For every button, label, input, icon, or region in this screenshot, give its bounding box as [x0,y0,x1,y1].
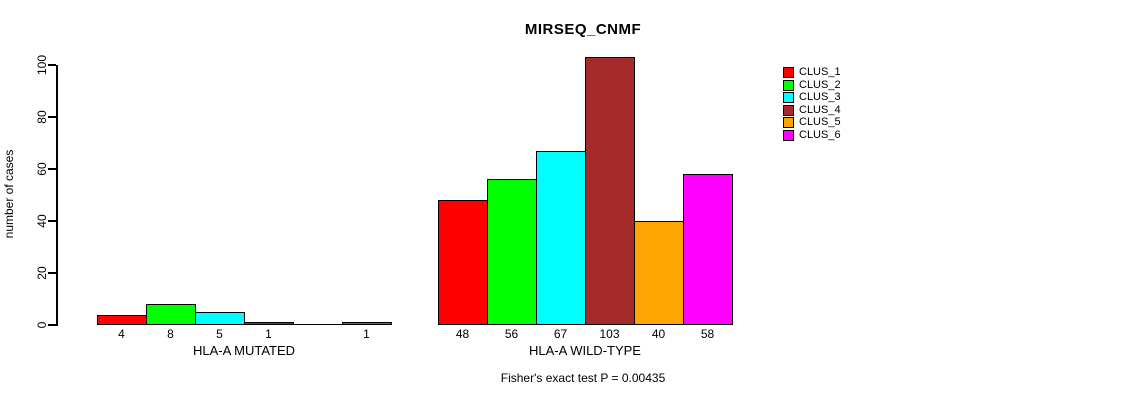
bar-count-label: 40 [651,327,666,341]
bar-clus_1-group1 [97,315,147,325]
bar-count-label: 8 [167,327,174,341]
y-axis-line [56,65,58,326]
legend-label: CLUS_2 [799,78,841,91]
bar-count-label: 1 [363,327,370,341]
y-tick-label: 0 [35,321,49,329]
bar-clus_3-group2 [536,151,586,325]
bar-clus_4-group2 [585,57,635,325]
y-tick-mark [48,116,56,118]
y-tick-mark [48,168,56,170]
fisher-test-note: Fisher's exact test P = 0.00435 [500,371,666,385]
bar-count-label: 5 [216,327,223,341]
bar-clus_6-group2 [683,174,733,325]
legend-item: CLUS_2 [783,78,841,91]
legend-item: CLUS_3 [783,92,841,103]
legend-label: CLUS_5 [799,116,841,128]
bar-count-label: 67 [553,327,568,341]
bar-clus_3-group1 [195,312,245,325]
legend-item: CLUS_6 [783,128,841,141]
legend-label: CLUS_6 [799,128,841,141]
chart-title: MIRSEQ_CNMF [524,21,642,38]
y-tick-mark [48,272,56,274]
bar-clus_4-group1 [244,322,294,325]
legend-swatch-clus_6 [783,129,794,141]
bar-clus_6-group1 [342,322,392,325]
legend-item: CLUS_5 [783,117,841,128]
legend: CLUS_1 CLUS_2 CLUS_3 CLUS_4 CLUS_5 CLUS_6 [783,67,841,141]
y-axis-title: number of cases [2,149,16,239]
y-tick-label: 40 [35,214,49,228]
y-tick-label: 60 [35,162,49,176]
y-tick-label: 80 [35,110,49,124]
x-group-label: HLA-A MUTATED [192,343,296,358]
y-tick-label: 20 [35,266,49,280]
legend-swatch-clus_1 [783,67,794,78]
bar-clus_5-group2 [634,221,684,325]
legend-swatch-clus_3 [783,92,794,103]
bar-clus_2-group2 [487,179,537,325]
bar-clus_5-group1-zero [293,324,343,325]
bar-count-label: 1 [265,327,272,341]
legend-label: CLUS_1 [799,66,841,78]
y-tick-mark [48,64,56,66]
bar-count-label: 58 [700,327,715,341]
legend-label: CLUS_4 [799,103,841,116]
x-group-label: HLA-A WILD-TYPE [529,343,641,358]
legend-swatch-clus_4 [783,104,794,116]
bar-count-label: 103 [599,327,620,341]
bar-count-label: 56 [504,327,519,341]
bar-count-label: 48 [455,327,470,341]
bar-clus_1-group2 [438,200,488,325]
bar-clus_2-group1 [146,304,196,325]
legend-swatch-clus_2 [783,79,794,91]
y-tick-mark [48,220,56,222]
bar-count-label: 4 [118,327,125,341]
legend-swatch-clus_5 [783,117,794,128]
legend-label: CLUS_3 [799,91,841,103]
y-tick-label: 100 [35,54,49,76]
legend-item: CLUS_4 [783,103,841,116]
y-tick-mark [48,324,56,326]
legend-item: CLUS_1 [783,67,841,78]
